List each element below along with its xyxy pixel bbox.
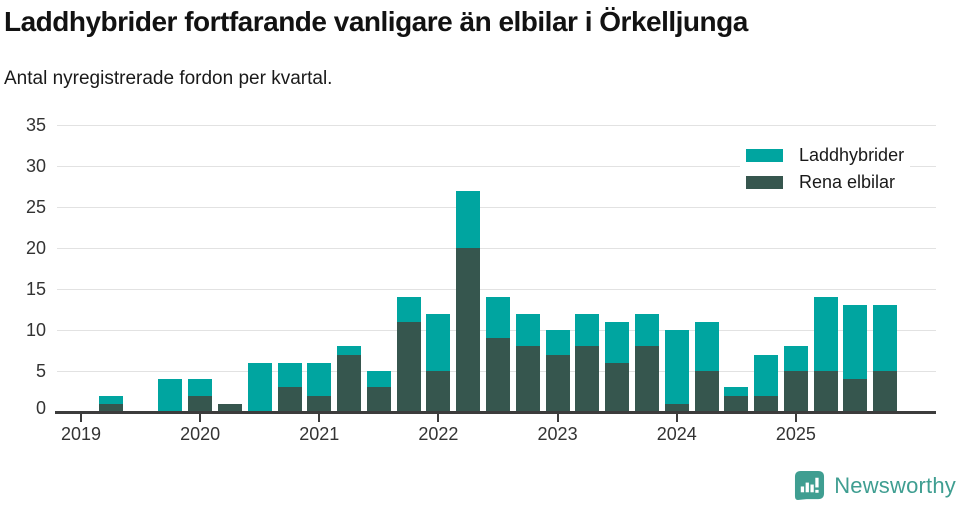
newsworthy-wordmark: Newsworthy xyxy=(834,472,956,498)
bar-segment-laddhybrider xyxy=(337,346,362,355)
bar-segment-rena-elbilar xyxy=(694,371,719,412)
legend-label-rena-elbilar: Rena elbilar xyxy=(799,171,896,192)
bar-segment-laddhybrider xyxy=(515,313,540,347)
bar-segment-laddhybrider xyxy=(694,321,719,371)
bar-segment-laddhybrider xyxy=(158,379,183,412)
legend-item-laddhybrider: Laddhybrider xyxy=(746,145,904,165)
bar-segment-laddhybrider xyxy=(873,305,898,371)
newsworthy-logo-icon xyxy=(795,470,825,501)
bar-segment-rena-elbilar xyxy=(545,354,570,412)
bar-segment-laddhybrider xyxy=(98,395,123,404)
x-axis-tick-2020 xyxy=(199,414,202,422)
legend-item-rena-elbilar: Rena elbilar xyxy=(746,172,904,192)
x-axis-tick-2024 xyxy=(675,414,678,422)
bar-segment-laddhybrider xyxy=(456,190,481,248)
bar-segment-laddhybrider xyxy=(783,346,808,371)
bar-segment-laddhybrider xyxy=(366,371,391,388)
bar-segment-rena-elbilar xyxy=(307,395,332,412)
bar-segment-laddhybrider xyxy=(247,362,272,412)
bar-segment-rena-elbilar xyxy=(337,354,362,412)
bar-segment-rena-elbilar xyxy=(575,346,600,412)
y-axis-label: 10 xyxy=(25,320,46,340)
bar-segment-laddhybrider xyxy=(634,313,659,347)
y-axis-label: 25 xyxy=(25,197,46,217)
bar-segment-rena-elbilar xyxy=(277,387,302,412)
gridline-y-30 xyxy=(57,166,936,167)
page-title: Laddhybrider fortfarande vanligare än el… xyxy=(4,6,748,37)
bar-segment-laddhybrider xyxy=(307,362,332,396)
x-axis-label-2023: 2023 xyxy=(537,424,578,444)
x-axis-tick-2023 xyxy=(556,414,559,422)
bar-segment-rena-elbilar xyxy=(426,371,451,412)
bar-segment-laddhybrider xyxy=(813,297,838,371)
bar-segment-rena-elbilar xyxy=(813,371,838,412)
chart-legend: Laddhybrider Rena elbilar xyxy=(740,141,911,201)
x-axis-label-2021: 2021 xyxy=(299,424,340,444)
bar-segment-laddhybrider xyxy=(396,297,421,322)
bar-segment-rena-elbilar xyxy=(366,387,391,412)
bar-segment-laddhybrider xyxy=(724,387,749,396)
gridline-y-15 xyxy=(57,289,936,290)
bar-segment-rena-elbilar xyxy=(396,321,421,412)
bar-segment-laddhybrider xyxy=(605,321,630,363)
y-axis-label: 0 xyxy=(35,398,46,418)
bar-segment-laddhybrider xyxy=(843,305,868,380)
x-axis-label-2019: 2019 xyxy=(60,424,102,444)
legend-label-laddhybrider: Laddhybrider xyxy=(799,144,905,165)
y-axis-label: 15 xyxy=(25,279,46,299)
bar-segment-rena-elbilar xyxy=(605,362,630,412)
y-axis-label: 20 xyxy=(25,238,46,258)
chart-subtitle: Antal nyregistrerade fordon per kvartal. xyxy=(4,68,333,89)
bar-segment-rena-elbilar xyxy=(217,403,242,412)
bar-segment-rena-elbilar xyxy=(754,395,779,412)
bar-segment-rena-elbilar xyxy=(873,371,898,412)
bar-segment-rena-elbilar xyxy=(664,403,689,412)
x-axis-line xyxy=(55,411,936,414)
bar-segment-rena-elbilar xyxy=(515,346,540,412)
gridline-y-35 xyxy=(57,125,936,126)
bar-segment-laddhybrider xyxy=(575,313,600,347)
bar-segment-laddhybrider xyxy=(188,379,213,396)
bar-segment-laddhybrider xyxy=(277,362,302,388)
x-axis-tick-2021 xyxy=(318,414,321,422)
x-axis-label-2020: 2020 xyxy=(180,424,221,444)
bar-segment-rena-elbilar xyxy=(486,338,510,412)
x-axis-tick-2019 xyxy=(80,414,82,422)
x-axis-label-2025: 2025 xyxy=(775,424,816,444)
bar-segment-laddhybrider xyxy=(754,354,779,396)
x-axis-label-2022: 2022 xyxy=(418,424,459,444)
x-axis-tick-2025 xyxy=(794,414,797,422)
bar-segment-rena-elbilar xyxy=(456,248,481,412)
bar-segment-rena-elbilar xyxy=(783,371,808,412)
legend-swatch-laddhybrider xyxy=(746,148,783,162)
gridline-y-25 xyxy=(57,207,936,208)
bar-segment-rena-elbilar xyxy=(634,346,659,412)
bar-segment-laddhybrider xyxy=(545,330,570,355)
bar-segment-rena-elbilar xyxy=(843,379,868,412)
bar-segment-laddhybrider xyxy=(486,297,510,339)
newsworthy-brand[interactable]: Newsworthy xyxy=(794,470,956,501)
legend-swatch-rena-elbilar xyxy=(746,175,783,189)
bar-segment-laddhybrider xyxy=(426,313,451,371)
y-axis-label: 5 xyxy=(35,361,46,381)
y-axis-label: 30 xyxy=(25,156,46,176)
bar-segment-laddhybrider xyxy=(664,330,689,404)
bar-segment-rena-elbilar xyxy=(188,395,213,412)
gridline-y-20 xyxy=(57,248,936,249)
bar-segment-rena-elbilar xyxy=(724,395,749,412)
bar-segment-rena-elbilar xyxy=(98,403,123,412)
y-axis-label: 35 xyxy=(25,115,46,135)
x-axis-label-2024: 2024 xyxy=(656,424,697,444)
x-axis-tick-2022 xyxy=(437,414,440,422)
